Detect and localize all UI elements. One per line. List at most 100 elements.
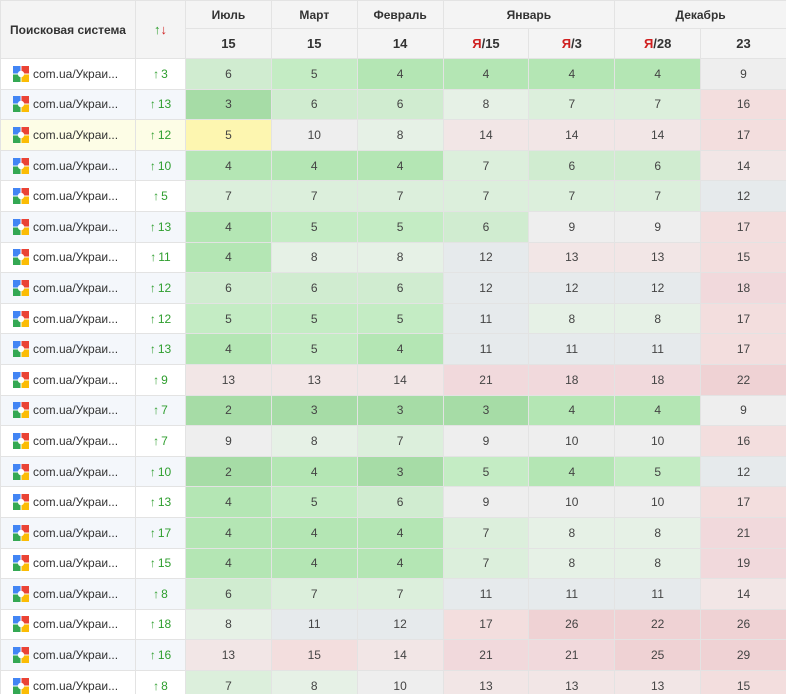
engine-cell[interactable]: com.ua/Украи... — [0, 425, 136, 457]
position-cell[interactable]: 6 — [185, 272, 272, 304]
position-cell[interactable]: 8 — [356, 241, 444, 274]
position-cell[interactable]: 6 — [185, 58, 272, 90]
position-cell[interactable]: 13 — [185, 363, 272, 396]
position-cell[interactable]: 11 — [442, 333, 530, 365]
position-cell[interactable]: 15 — [700, 669, 786, 694]
table-row[interactable]: com.ua/Украи... ↑ 16 13 15 14 21 21 25 29 — [0, 639, 786, 671]
position-cell[interactable]: 4 — [270, 516, 358, 549]
position-cell[interactable]: 14 — [700, 578, 786, 610]
position-cell[interactable]: 10 — [614, 486, 702, 518]
position-cell[interactable]: 15 — [270, 639, 358, 671]
position-cell[interactable]: 7 — [442, 180, 530, 212]
position-cell[interactable]: 6 — [356, 486, 444, 518]
position-cell[interactable]: 16 — [700, 425, 786, 457]
table-row[interactable]: com.ua/Украи... ↑ 13 4 5 5 6 9 9 17 — [0, 210, 786, 243]
position-cell[interactable]: 7 — [270, 578, 358, 610]
position-cell[interactable]: 2 — [185, 394, 272, 427]
position-cell[interactable]: 6 — [528, 149, 616, 182]
position-cell[interactable]: 7 — [185, 180, 272, 212]
table-row[interactable]: com.ua/Украи... ↑ 9 13 13 14 21 18 18 22 — [0, 363, 786, 396]
position-cell[interactable]: 13 — [614, 669, 702, 694]
position-cell[interactable]: 8 — [442, 88, 530, 121]
table-row[interactable]: com.ua/Украи... ↑ 7 2 3 3 3 4 4 9 — [0, 394, 786, 427]
table-row[interactable]: com.ua/Украи... ↑ 12 6 6 6 12 12 12 18 — [0, 272, 786, 304]
position-cell[interactable]: 4 — [270, 149, 358, 182]
table-row[interactable]: com.ua/Украи... ↑ 15 4 4 4 7 8 8 19 — [0, 547, 786, 580]
position-cell[interactable]: 21 — [442, 639, 530, 671]
position-cell[interactable]: 9 — [614, 210, 702, 243]
position-cell[interactable]: 9 — [700, 394, 786, 427]
position-cell[interactable]: 6 — [442, 210, 530, 243]
position-cell[interactable]: 17 — [700, 302, 786, 335]
position-cell[interactable]: 7 — [528, 88, 616, 121]
position-cell[interactable]: 16 — [700, 88, 786, 121]
position-cell[interactable]: 9 — [528, 210, 616, 243]
position-cell[interactable]: 7 — [356, 578, 444, 610]
position-cell[interactable]: 6 — [356, 88, 444, 121]
position-cell[interactable]: 4 — [356, 516, 444, 549]
position-cell[interactable]: 9 — [442, 486, 530, 518]
position-cell[interactable]: 4 — [356, 547, 444, 580]
position-cell[interactable]: 4 — [528, 455, 616, 488]
engine-cell[interactable]: com.ua/Украи... — [0, 547, 136, 580]
position-cell[interactable]: 8 — [528, 516, 616, 549]
position-cell[interactable]: 6 — [270, 88, 358, 121]
position-cell[interactable]: 5 — [270, 333, 358, 365]
position-cell[interactable]: 8 — [185, 608, 272, 641]
engine-cell[interactable]: com.ua/Украи... — [0, 119, 136, 151]
position-cell[interactable]: 21 — [442, 363, 530, 396]
change-column-header[interactable]: ↑↓ — [135, 0, 186, 59]
position-cell[interactable]: 4 — [185, 516, 272, 549]
position-cell[interactable]: 18 — [528, 363, 616, 396]
position-cell[interactable]: 3 — [356, 455, 444, 488]
position-cell[interactable]: 5 — [356, 210, 444, 243]
day-header[interactable]: 14 — [356, 28, 444, 59]
engine-cell[interactable]: com.ua/Украи... — [0, 333, 136, 365]
position-cell[interactable]: 4 — [185, 486, 272, 518]
position-cell[interactable]: 6 — [614, 149, 702, 182]
position-cell[interactable]: 6 — [185, 578, 272, 610]
position-cell[interactable]: 7 — [356, 180, 444, 212]
position-cell[interactable]: 5 — [356, 302, 444, 335]
position-cell[interactable]: 10 — [528, 486, 616, 518]
sort-down-arrow-icon[interactable]: ↓ — [160, 22, 168, 37]
position-cell[interactable]: 14 — [356, 363, 444, 396]
position-cell[interactable]: 7 — [528, 180, 616, 212]
position-cell[interactable]: 14 — [700, 149, 786, 182]
table-row[interactable]: com.ua/Украи... ↑ 10 2 4 3 5 4 5 12 — [0, 455, 786, 488]
day-header[interactable]: 15 — [185, 28, 272, 59]
position-cell[interactable]: 7 — [442, 516, 530, 549]
engine-cell[interactable]: com.ua/Украи... — [0, 363, 136, 396]
position-cell[interactable]: 7 — [270, 180, 358, 212]
engine-cell[interactable]: com.ua/Украи... — [0, 516, 136, 549]
engine-cell[interactable]: com.ua/Украи... — [0, 669, 136, 694]
position-cell[interactable]: 3 — [356, 394, 444, 427]
table-row[interactable]: com.ua/Украи... ↑ 7 9 8 7 9 10 10 16 — [0, 425, 786, 457]
position-cell[interactable]: 8 — [270, 425, 358, 457]
position-cell[interactable]: 4 — [442, 58, 530, 90]
position-cell[interactable]: 5 — [270, 486, 358, 518]
position-cell[interactable]: 5 — [442, 455, 530, 488]
position-cell[interactable]: 8 — [614, 302, 702, 335]
position-cell[interactable]: 7 — [614, 88, 702, 121]
position-cell[interactable]: 10 — [614, 425, 702, 457]
position-cell[interactable]: 5 — [185, 119, 272, 151]
position-cell[interactable]: 8 — [528, 302, 616, 335]
position-cell[interactable]: 17 — [442, 608, 530, 641]
engine-cell[interactable]: com.ua/Украи... — [0, 455, 136, 488]
table-row[interactable]: com.ua/Украи... ↑ 12 5 10 8 14 14 14 17 — [0, 119, 786, 151]
position-cell[interactable]: 17 — [700, 333, 786, 365]
position-cell[interactable]: 6 — [270, 272, 358, 304]
position-cell[interactable]: 4 — [185, 547, 272, 580]
engine-cell[interactable]: com.ua/Украи... — [0, 272, 136, 304]
position-cell[interactable]: 13 — [528, 241, 616, 274]
engine-cell[interactable]: com.ua/Украи... — [0, 210, 136, 243]
position-cell[interactable]: 10 — [528, 425, 616, 457]
engine-cell[interactable]: com.ua/Украи... — [0, 58, 136, 90]
position-cell[interactable]: 18 — [614, 363, 702, 396]
position-cell[interactable]: 2 — [185, 455, 272, 488]
position-cell[interactable]: 3 — [442, 394, 530, 427]
position-cell[interactable]: 8 — [270, 669, 358, 694]
position-cell[interactable]: 5 — [270, 302, 358, 335]
position-cell[interactable]: 4 — [270, 547, 358, 580]
